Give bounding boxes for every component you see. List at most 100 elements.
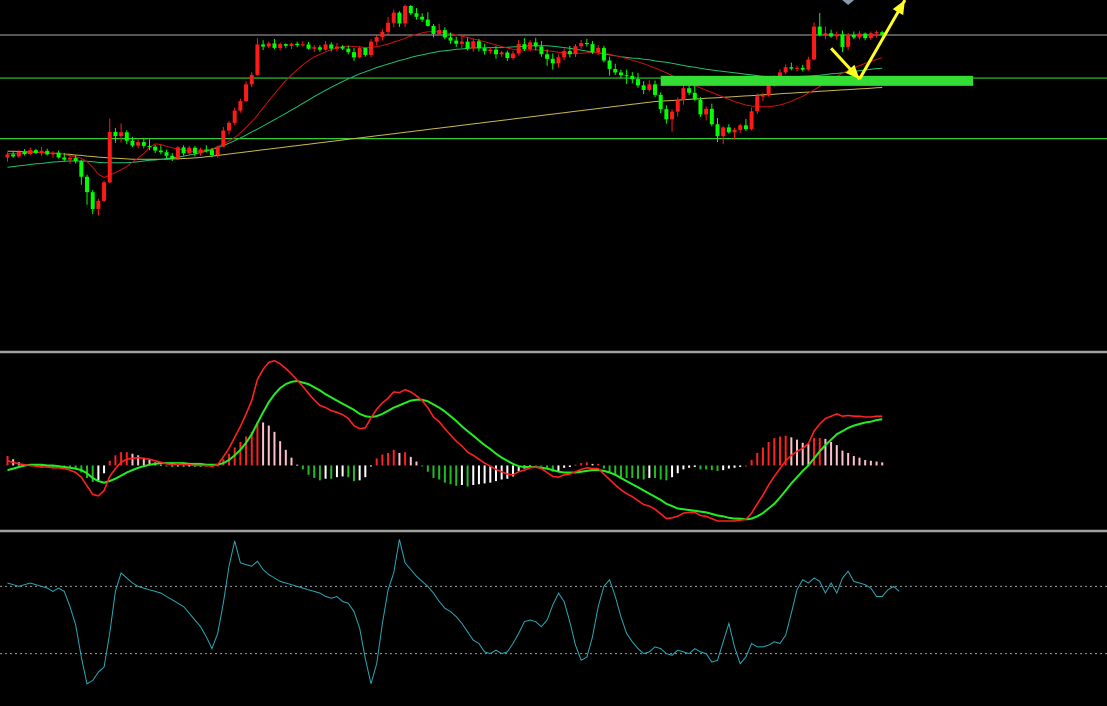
candle[interactable] xyxy=(834,31,839,40)
macd-histogram-bar[interactable] xyxy=(438,465,441,480)
macd-histogram-bar[interactable] xyxy=(727,465,730,469)
macd-histogram-bar[interactable] xyxy=(869,460,872,466)
candle[interactable] xyxy=(653,80,658,98)
candle[interactable] xyxy=(73,155,78,164)
candle[interactable] xyxy=(630,72,635,84)
candle[interactable] xyxy=(465,37,470,51)
macd-histogram-bar[interactable] xyxy=(778,436,781,466)
macd-histogram-bar[interactable] xyxy=(341,465,344,477)
macd-histogram-bar[interactable] xyxy=(665,465,668,481)
macd-histogram-bar[interactable] xyxy=(568,465,571,468)
macd-histogram-bar[interactable] xyxy=(279,441,282,466)
macd-histogram-bar[interactable] xyxy=(710,465,713,471)
macd-histogram-bar[interactable] xyxy=(296,464,299,466)
candle[interactable] xyxy=(312,45,317,52)
macd-histogram-bar[interactable] xyxy=(682,465,685,470)
candle[interactable] xyxy=(198,147,203,156)
macd-histogram-bar[interactable] xyxy=(563,465,566,468)
macd-histogram-bar[interactable] xyxy=(432,465,435,478)
macd-histogram-bar[interactable] xyxy=(688,465,691,468)
candle[interactable] xyxy=(232,107,237,126)
macd-histogram-bar[interactable] xyxy=(750,459,753,466)
macd-histogram-bar[interactable] xyxy=(852,456,855,466)
macd-histogram-bar[interactable] xyxy=(540,465,543,467)
macd-histogram-bar[interactable] xyxy=(381,454,384,466)
macd-histogram-bar[interactable] xyxy=(409,456,412,466)
macd-histogram-bar[interactable] xyxy=(858,457,861,466)
candle[interactable] xyxy=(192,145,197,157)
candle[interactable] xyxy=(698,96,703,117)
candle[interactable] xyxy=(227,121,232,135)
candle[interactable] xyxy=(715,117,720,143)
macd-histogram-bar[interactable] xyxy=(614,465,617,476)
macd-histogram-bar[interactable] xyxy=(114,455,117,466)
macd-histogram-bar[interactable] xyxy=(256,421,259,466)
macd-histogram-bar[interactable] xyxy=(68,465,71,468)
candle[interactable] xyxy=(533,37,538,51)
candle[interactable] xyxy=(806,56,811,71)
candle[interactable] xyxy=(749,107,754,131)
macd-histogram-bar[interactable] xyxy=(86,465,89,478)
candle[interactable] xyxy=(880,30,885,37)
macd-histogram-bar[interactable] xyxy=(483,465,486,484)
macd-histogram-bar[interactable] xyxy=(824,438,827,466)
macd-histogram-bar[interactable] xyxy=(273,431,276,466)
candle[interactable] xyxy=(692,84,697,101)
candle[interactable] xyxy=(681,83,686,105)
macd-histogram-bar[interactable] xyxy=(91,465,94,482)
candle[interactable] xyxy=(732,127,737,140)
macd-histogram-bar[interactable] xyxy=(375,458,378,466)
candle[interactable] xyxy=(16,149,21,158)
candle[interactable] xyxy=(641,81,646,95)
candle[interactable] xyxy=(181,145,186,156)
candle[interactable] xyxy=(289,42,294,49)
macd-histogram-bar[interactable] xyxy=(841,450,844,466)
macd-histogram-bar[interactable] xyxy=(767,442,770,466)
candle[interactable] xyxy=(442,27,447,40)
macd-histogram-bar[interactable] xyxy=(472,465,475,485)
candle[interactable] xyxy=(5,152,10,162)
macd-histogram-bar[interactable] xyxy=(881,462,884,466)
candle[interactable] xyxy=(403,4,408,27)
candle[interactable] xyxy=(420,13,425,23)
candle[interactable] xyxy=(306,42,311,50)
candle[interactable] xyxy=(113,128,118,143)
macd-histogram-bar[interactable] xyxy=(489,465,492,483)
macd-histogram-bar[interactable] xyxy=(176,465,179,467)
macd-histogram-bar[interactable] xyxy=(324,465,327,479)
macd-dif-line[interactable] xyxy=(7,359,883,522)
macd-histogram-bar[interactable] xyxy=(733,465,736,468)
candle[interactable] xyxy=(346,45,351,55)
candle[interactable] xyxy=(153,144,158,153)
support-zone-bar[interactable] xyxy=(660,75,974,86)
macd-histogram-bar[interactable] xyxy=(705,465,708,470)
macd-histogram-bar[interactable] xyxy=(262,422,265,466)
macd-histogram-bar[interactable] xyxy=(716,465,719,471)
candle[interactable] xyxy=(562,48,567,61)
candle[interactable] xyxy=(130,136,135,147)
macd-histogram-bar[interactable] xyxy=(671,465,674,478)
candle[interactable] xyxy=(476,38,481,52)
macd-histogram-bar[interactable] xyxy=(250,431,253,466)
macd-histogram-bar[interactable] xyxy=(631,465,634,478)
macd-histogram-bar[interactable] xyxy=(693,465,696,468)
candle[interactable] xyxy=(357,46,362,59)
candle[interactable] xyxy=(329,42,334,52)
candle[interactable] xyxy=(187,145,192,156)
candle[interactable] xyxy=(511,50,516,60)
macd-histogram-bar[interactable] xyxy=(171,465,174,468)
candle[interactable] xyxy=(244,81,249,102)
candle[interactable] xyxy=(738,123,743,133)
candle[interactable] xyxy=(437,23,442,36)
candle[interactable] xyxy=(789,62,794,71)
macd-histogram-bar[interactable] xyxy=(80,465,83,473)
candle[interactable] xyxy=(863,32,868,41)
macd-histogram-bar[interactable] xyxy=(773,438,776,466)
candle[interactable] xyxy=(425,12,430,27)
macd-histogram-bar[interactable] xyxy=(165,465,168,467)
candle[interactable] xyxy=(141,137,146,149)
macd-histogram-bar[interactable] xyxy=(159,464,162,466)
oscillator-line[interactable] xyxy=(7,539,900,685)
candle[interactable] xyxy=(448,32,453,44)
macd-histogram-bar[interactable] xyxy=(358,465,361,481)
